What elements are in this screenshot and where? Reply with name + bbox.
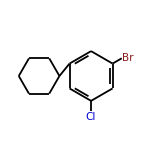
Text: Cl: Cl [86,112,96,122]
Text: Br: Br [122,53,134,63]
